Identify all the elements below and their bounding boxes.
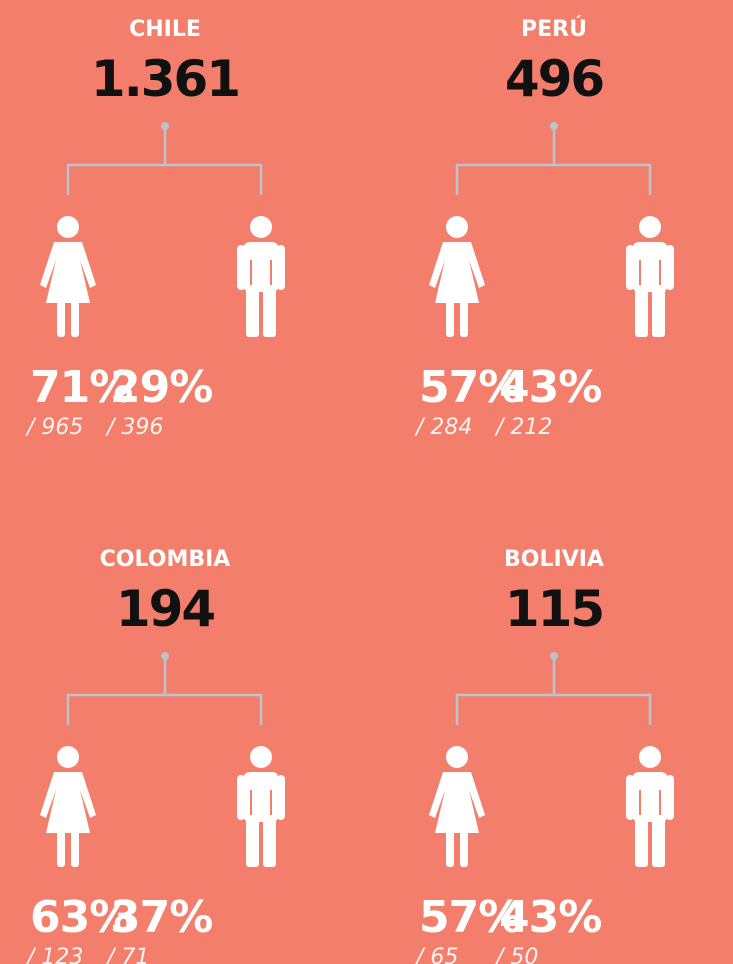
female-percent: 71% (30, 362, 132, 413)
woman-icon (40, 216, 96, 337)
total-count: 1.361 (91, 50, 239, 108)
country-label: COLOMBIA (100, 547, 231, 572)
country-label: PERÚ (521, 16, 587, 42)
woman-icon (429, 216, 485, 337)
male-percent: 43% (499, 892, 601, 943)
female-count: / 965 (25, 415, 83, 440)
man-icon (625, 745, 675, 868)
female-percent: 57% (419, 362, 521, 413)
woman-icon (429, 746, 485, 867)
total-count: 115 (505, 580, 603, 638)
connector (66, 656, 263, 725)
female-count: / 65 (414, 945, 458, 964)
woman-icon (40, 746, 96, 867)
connector (455, 656, 652, 725)
country-label: CHILE (129, 17, 201, 42)
female-percent: 57% (419, 892, 521, 943)
man-icon (236, 215, 286, 338)
total-count: 194 (116, 580, 215, 638)
man-icon (236, 745, 286, 868)
male-percent: 37% (110, 892, 212, 943)
female-percent: 63% (30, 892, 132, 943)
male-percent: 29% (110, 362, 212, 413)
male-count: / 396 (105, 415, 163, 440)
female-count: / 123 (25, 945, 83, 964)
male-count: / 212 (494, 415, 552, 440)
country-label: BOLIVIA (504, 547, 604, 572)
connector (66, 126, 263, 195)
male-percent: 43% (499, 362, 601, 413)
connector (455, 126, 652, 195)
female-count: / 284 (414, 415, 472, 440)
man-icon (625, 215, 675, 338)
male-count: / 71 (105, 945, 149, 964)
male-count: / 50 (494, 945, 538, 964)
total-count: 496 (505, 50, 604, 108)
